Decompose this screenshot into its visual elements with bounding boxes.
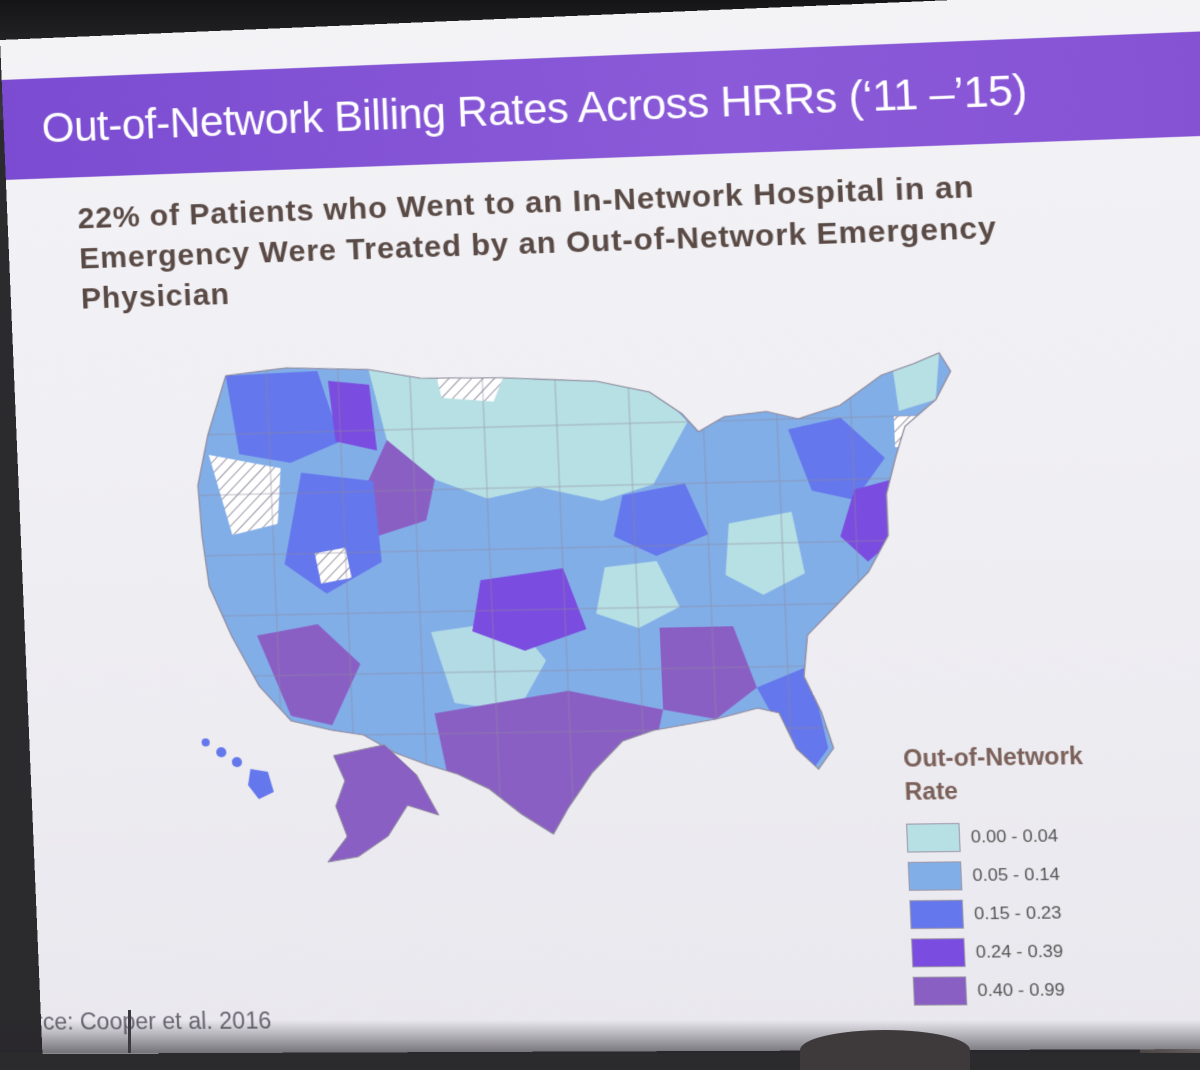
legend-label: 0.15 - 0.23 (974, 902, 1062, 924)
legend-label: 0.05 - 0.14 (972, 864, 1060, 886)
audience-head (800, 1030, 970, 1070)
legend-title-line1: Out-of-Network (902, 739, 1118, 775)
legend-label: 0.40 - 0.99 (977, 979, 1065, 1000)
legend-items: 0.00 - 0.04 0.05 - 0.14 0.15 - 0.23 0.24 - … (906, 816, 1129, 1010)
hawaii-region (201, 737, 274, 800)
legend-label: 0.00 - 0.04 (970, 825, 1058, 847)
cable (128, 1010, 131, 1053)
legend-item: 0.24 - 0.39 (911, 932, 1128, 972)
map-legend: Out-of-Network Rate 0.00 - 0.04 0.05 - 0.… (902, 739, 1129, 1010)
legend-item: 0.40 - 0.99 (912, 970, 1129, 1010)
legend-swatch (908, 861, 963, 891)
legend-swatch (913, 976, 968, 1005)
legend-swatch (909, 899, 964, 928)
title-bar: Out-of-Network Billing Rates Across HRRs… (2, 31, 1200, 180)
legend-item: 0.05 - 0.14 (907, 854, 1124, 895)
legend-title-line2: Rate (904, 772, 1120, 808)
legend-label: 0.24 - 0.39 (975, 941, 1063, 962)
legend-swatch (906, 822, 961, 852)
legend-item: 0.15 - 0.23 (909, 893, 1126, 933)
legend-item: 0.00 - 0.04 (906, 816, 1123, 857)
audience-shadow (0, 1020, 1200, 1053)
legend-title: Out-of-Network Rate (902, 739, 1120, 808)
slide-subtitle: 22% of Patients who Went to an In-Networ… (77, 164, 1082, 320)
legend-swatch (911, 938, 966, 967)
slide-title: Out-of-Network Billing Rates Across HRRs… (41, 66, 1028, 153)
